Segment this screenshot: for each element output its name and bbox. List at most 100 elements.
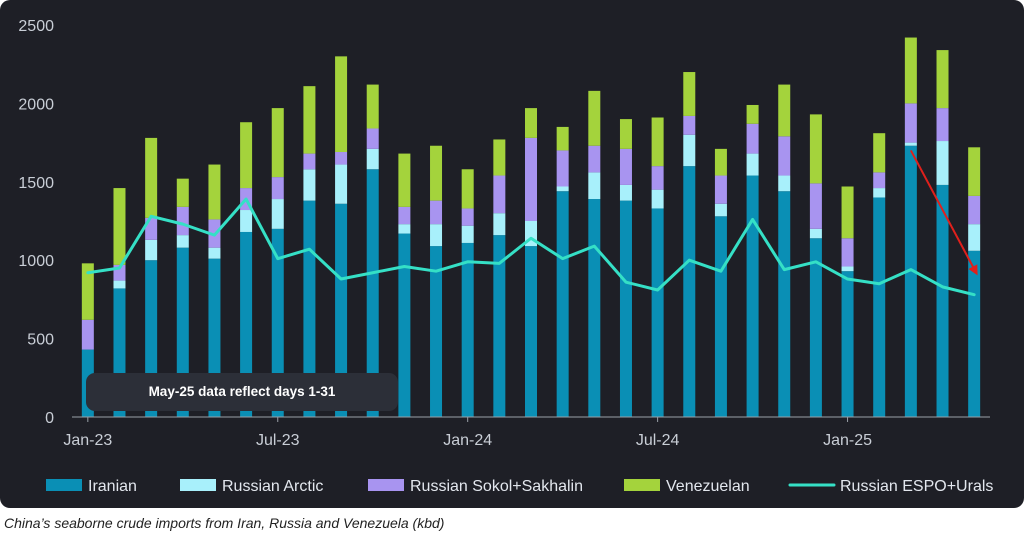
bar-venezuelan <box>968 147 981 196</box>
bar-venezuelan <box>714 148 727 176</box>
bar-russian-sokol-sakhalin <box>778 136 791 176</box>
bar-iranian <box>303 200 316 417</box>
bar-venezuelan <box>936 50 949 109</box>
bar-venezuelan <box>240 122 253 189</box>
bar-venezuelan <box>556 126 569 151</box>
bar-venezuelan <box>873 133 886 173</box>
bar-venezuelan <box>366 84 379 129</box>
bar-iranian <box>778 191 791 417</box>
bar-russian-arctic <box>208 247 221 259</box>
bar-iranian <box>335 203 348 417</box>
bar-russian-sokol-sakhalin <box>430 200 443 225</box>
bar-iranian <box>493 235 506 417</box>
bar-venezuelan <box>271 108 284 178</box>
bar-russian-arctic <box>968 224 981 251</box>
x-tick-label: Jul-24 <box>636 432 680 449</box>
bar-russian-arctic <box>366 148 379 170</box>
espo-urals-line-layer <box>86 197 976 297</box>
bar-russian-arctic <box>904 142 917 146</box>
bar-iranian <box>714 216 727 417</box>
bar-venezuelan <box>809 114 822 184</box>
bar-russian-sokol-sakhalin <box>714 175 727 204</box>
line-point-russian-espo-urals <box>941 285 944 289</box>
bar-russian-arctic <box>145 239 158 261</box>
bar-russian-arctic <box>335 164 348 204</box>
line-point-russian-espo-urals <box>561 257 564 260</box>
bar-iranian <box>461 242 474 417</box>
legend-swatch-russian-sokol-sakhalin <box>368 479 404 491</box>
bar-venezuelan <box>493 139 506 176</box>
line-point-russian-espo-urals <box>276 257 279 260</box>
line-point-russian-espo-urals <box>403 265 406 268</box>
bar-russian-arctic <box>398 224 411 234</box>
bar-russian-sokol-sakhalin <box>461 208 474 226</box>
bar-venezuelan <box>335 56 348 153</box>
bar-venezuelan <box>145 137 158 218</box>
bar-russian-arctic <box>809 228 822 239</box>
legend-label-venezuelan: Venezuelan <box>666 478 750 495</box>
bar-iranian <box>841 271 854 417</box>
line-point-russian-espo-urals <box>783 268 786 271</box>
bar-venezuelan <box>651 117 664 167</box>
annotation-background <box>86 373 398 411</box>
line-point-russian-espo-urals <box>846 277 849 281</box>
bar-iranian <box>746 175 759 417</box>
x-tick-label: Jul-23 <box>256 432 300 449</box>
y-axis: 0 500 1000 1500 2000 2500 <box>18 18 54 427</box>
bar-russian-arctic <box>778 175 791 192</box>
bar-russian-arctic <box>714 203 727 217</box>
y-tick-label: 2500 <box>18 18 54 35</box>
bar-iranian <box>556 191 569 417</box>
bar-russian-sokol-sakhalin <box>651 166 664 190</box>
line-point-russian-espo-urals <box>878 282 881 285</box>
x-tick-label: Jan-23 <box>63 432 112 449</box>
y-tick-label: 0 <box>45 410 54 427</box>
bar-venezuelan <box>461 169 474 209</box>
legend-label-russian-sokol-sakhalin: Russian Sokol+Sakhalin <box>410 478 583 495</box>
bar-russian-sokol-sakhalin <box>303 153 316 170</box>
bar-russian-sokol-sakhalin <box>968 195 981 225</box>
bar-russian-sokol-sakhalin <box>81 319 94 350</box>
bar-russian-sokol-sakhalin <box>271 177 284 200</box>
line-point-russian-espo-urals <box>593 244 596 248</box>
bar-russian-sokol-sakhalin <box>556 150 569 187</box>
bar-venezuelan <box>841 186 854 239</box>
bar-iranian <box>809 238 822 417</box>
y-tick-label: 1000 <box>18 253 54 270</box>
bar-iranian <box>683 166 696 417</box>
bar-venezuelan <box>208 164 221 220</box>
bar-iranian <box>968 250 981 417</box>
bar-russian-sokol-sakhalin <box>936 108 949 142</box>
bar-russian-sokol-sakhalin <box>493 175 506 214</box>
line-point-russian-espo-urals <box>339 277 343 281</box>
annotation-box: May-25 data reflect days 1-31 <box>86 373 398 411</box>
y-tick-label: 1500 <box>18 175 54 192</box>
line-point-russian-espo-urals <box>656 288 659 292</box>
legend-swatch-russian-arctic <box>180 479 216 491</box>
line-point-russian-espo-urals <box>909 268 913 271</box>
bar-russian-arctic <box>841 266 854 272</box>
line-point-russian-espo-urals <box>308 248 311 251</box>
bar-russian-arctic <box>240 210 253 232</box>
bar-venezuelan <box>303 86 316 154</box>
legend-swatch-venezuelan <box>624 479 660 491</box>
bar-russian-sokol-sakhalin <box>873 172 886 189</box>
bar-venezuelan <box>778 84 791 137</box>
bar-venezuelan <box>619 119 632 149</box>
x-tick-label: Jan-24 <box>443 432 492 449</box>
bar-russian-arctic <box>113 280 126 289</box>
bar-venezuelan <box>904 37 917 104</box>
line-point-russian-espo-urals <box>814 260 818 263</box>
bar-iranian <box>619 200 632 417</box>
bar-russian-sokol-sakhalin <box>841 238 854 267</box>
line-point-russian-espo-urals <box>149 215 153 218</box>
bars-layer <box>81 37 981 418</box>
bar-russian-arctic <box>746 153 759 176</box>
chart-caption: China’s seaborne crude imports from Iran… <box>4 515 445 531</box>
bar-russian-sokol-sakhalin <box>335 152 348 165</box>
line-point-russian-espo-urals <box>624 280 628 284</box>
bar-russian-arctic <box>461 225 474 243</box>
bar-russian-sokol-sakhalin <box>525 137 537 221</box>
bar-russian-sokol-sakhalin <box>588 145 601 173</box>
